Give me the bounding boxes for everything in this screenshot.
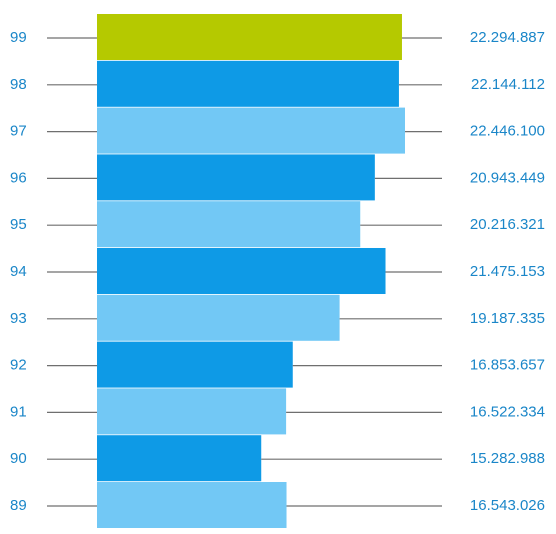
value-label: 16.853.657 xyxy=(470,357,545,374)
bar-94 xyxy=(97,248,386,294)
bar-98 xyxy=(97,60,399,107)
value-label: 21.475.153 xyxy=(470,263,545,280)
bar-97 xyxy=(97,107,405,154)
category-label: 92 xyxy=(10,357,27,374)
bar-91 xyxy=(97,388,287,435)
category-label: 89 xyxy=(10,497,27,514)
bar-89 xyxy=(97,482,287,528)
bar-96 xyxy=(97,154,375,201)
category-label: 98 xyxy=(10,76,27,93)
value-label: 20.216.321 xyxy=(470,216,545,233)
category-label: 93 xyxy=(10,310,27,327)
bar-95 xyxy=(97,201,361,248)
category-label: 95 xyxy=(10,216,27,233)
bar-90 xyxy=(97,435,262,482)
category-label: 90 xyxy=(10,450,27,467)
category-label: 99 xyxy=(10,29,27,46)
value-label: 16.522.334 xyxy=(470,403,545,420)
bar-93 xyxy=(97,294,340,341)
value-label: 22.446.100 xyxy=(470,123,545,140)
category-label: 97 xyxy=(10,123,27,140)
chart-marks: 99 22.294.887 98 22.144.112 97 22.446.100 96 20… xyxy=(10,14,545,528)
value-label: 15.282.988 xyxy=(470,450,545,467)
value-label: 20.943.449 xyxy=(470,169,545,186)
bar-99 xyxy=(97,14,402,60)
value-label: 19.187.335 xyxy=(470,310,545,327)
category-label: 91 xyxy=(10,403,27,420)
category-label: 96 xyxy=(10,169,27,186)
value-label: 22.144.112 xyxy=(471,76,545,93)
value-label: 16.543.026 xyxy=(470,497,545,514)
category-label: 94 xyxy=(10,263,27,280)
value-label: 22.294.887 xyxy=(470,29,545,46)
bar-92 xyxy=(97,341,293,388)
